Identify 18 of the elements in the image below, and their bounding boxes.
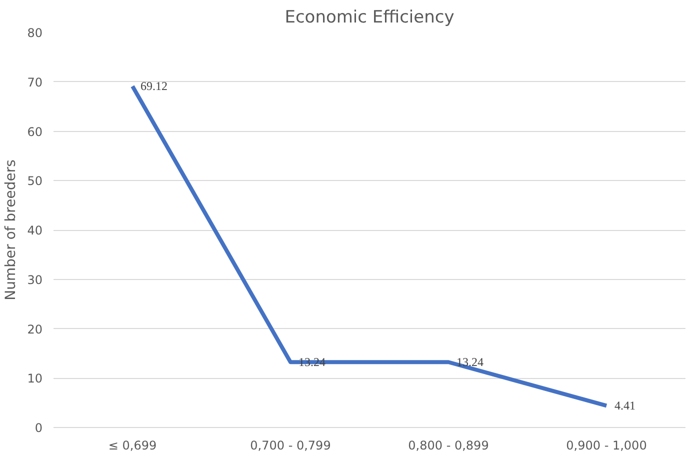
x-tick-label: 0,700 - 0,799 xyxy=(250,438,331,452)
x-tick-label: 0,800 - 0,899 xyxy=(408,438,489,452)
x-tick-label: ≤ 0,699 xyxy=(108,438,157,452)
y-tick-label: 20 xyxy=(27,322,43,336)
y-tick-label: 30 xyxy=(27,272,43,287)
y-tick-label: 10 xyxy=(27,372,43,386)
y-tick-label: 80 xyxy=(27,26,43,40)
chart-title: Economic Efficiency xyxy=(284,8,454,28)
data-label: 69.12 xyxy=(140,79,168,94)
y-tick-label: 70 xyxy=(27,75,43,90)
y-tick-label: 60 xyxy=(27,124,43,139)
x-tick-label: 0,900 - 1,000 xyxy=(566,438,647,452)
y-tick-label: 0 xyxy=(34,421,43,435)
y-tick-label: 40 xyxy=(27,224,43,238)
y-axis-title: Number of breeders xyxy=(3,160,20,300)
data-label: 4.41 xyxy=(614,398,636,413)
y-tick-label: 50 xyxy=(27,174,43,188)
data-label: 13.24 xyxy=(456,355,484,370)
